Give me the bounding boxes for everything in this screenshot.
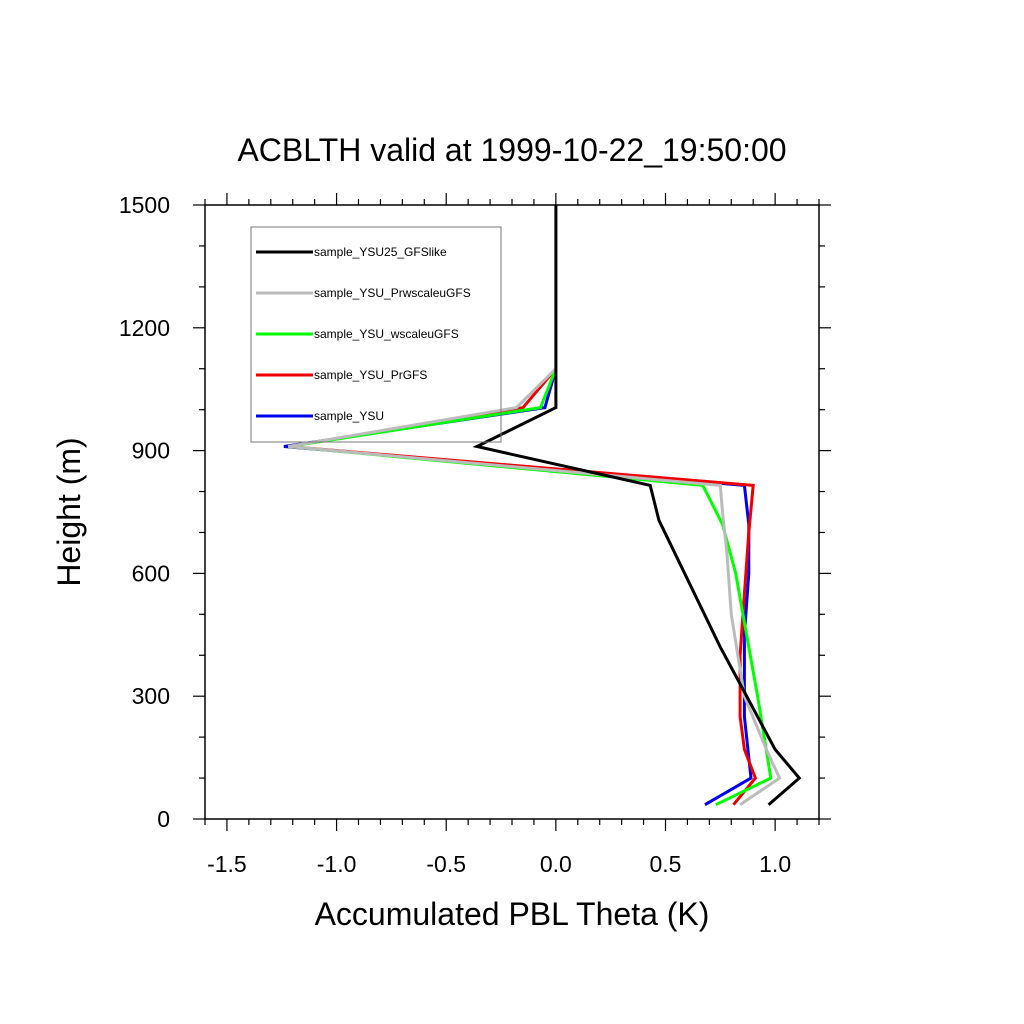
plot-lines: [283, 205, 802, 807]
x-tick-label: -1.0: [317, 851, 357, 877]
axis-tick-labels: -1.5 -1.0 -0.5 0.0 0.5 1.0 0 300 600 900 1200 1500: [119, 192, 791, 877]
legend-label: sample_YSU: [314, 409, 384, 423]
x-tick-label: 0.5: [650, 851, 682, 877]
axis-ticks: [193, 193, 831, 831]
y-tick-label: 1500: [119, 192, 170, 218]
y-tick-label: 0: [157, 806, 170, 832]
y-tick-label: 900: [132, 438, 170, 464]
legend-label: sample_YSU25_GFSlike: [314, 245, 447, 259]
legend-box: [250, 226, 502, 443]
legend-label: sample_YSU_PrGFS: [314, 368, 427, 382]
x-tick-label: 0.0: [540, 851, 572, 877]
x-tick-label: -0.5: [426, 851, 466, 877]
legend-label: sample_YSU_PrwscaleuGFS: [314, 286, 471, 300]
series-line-sample_YSU_PrwscaleuGFS: [288, 367, 782, 806]
legend-label: sample_YSU_wscaleuGFS: [314, 327, 459, 341]
series-line-sample_YSU25_GFSlike: [472, 205, 802, 806]
y-tick-label: 600: [132, 560, 170, 586]
legend: sample_YSU25_GFSlike sample_YSU_Prwscaleu…: [250, 226, 502, 443]
y-tick-label: 300: [132, 683, 170, 709]
chart-title: ACBLTH valid at 1999-10-22_19:50:00: [237, 132, 786, 168]
plot-frame: [204, 204, 820, 820]
x-tick-label: 1.0: [759, 851, 791, 877]
x-axis-label: Accumulated PBL Theta (K): [315, 896, 710, 932]
y-tick-label: 1200: [119, 315, 170, 341]
x-tick-label: -1.5: [207, 851, 247, 877]
y-axis-label: Height (m): [51, 437, 87, 586]
